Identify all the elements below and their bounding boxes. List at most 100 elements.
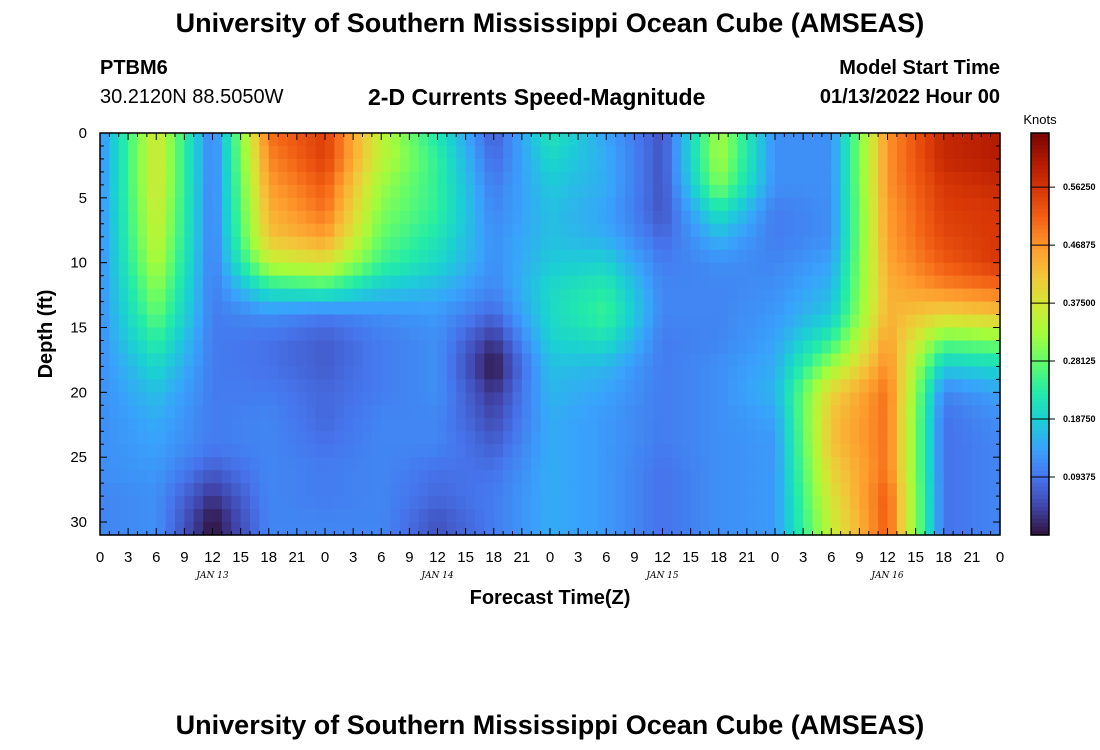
heatmap-cell [550, 327, 560, 342]
heatmap-cell [962, 392, 973, 406]
heatmap-cell [362, 197, 373, 212]
heatmap-cell [821, 288, 832, 303]
heatmap-cell [362, 236, 373, 251]
heatmap-cell [925, 184, 935, 199]
heatmap-cell [381, 366, 392, 380]
heatmap-cell [653, 288, 664, 303]
heatmap-cell [587, 418, 598, 432]
heatmap-cell [634, 418, 645, 432]
heatmap-cell [878, 262, 889, 277]
heatmap-cell [831, 236, 842, 251]
heatmap-cell [503, 509, 514, 523]
heatmap-cell [850, 496, 860, 510]
heatmap-cell [315, 392, 326, 406]
heatmap-cell [137, 171, 148, 186]
heatmap-cell [578, 366, 589, 380]
heatmap-cell [784, 158, 795, 173]
heatmap-cell [587, 262, 598, 277]
colorbar-band [1031, 213, 1049, 219]
heatmap-cell [193, 158, 204, 173]
heatmap-cell [606, 418, 617, 432]
heatmap-cell [540, 405, 551, 419]
heatmap-cell [465, 236, 476, 251]
heatmap-cell [934, 197, 945, 212]
x-tick-label: 9 [855, 549, 863, 566]
heatmap-cell [587, 522, 598, 536]
heatmap-cell [203, 340, 214, 355]
heatmap-cell [296, 340, 307, 355]
heatmap-cell [953, 431, 964, 445]
heatmap-cell [428, 509, 439, 523]
heatmap-cell [812, 470, 823, 484]
heatmap-cell [671, 379, 682, 393]
heatmap-cell [625, 405, 635, 419]
heatmap-cell [315, 236, 326, 251]
heatmap-cell [137, 158, 148, 173]
heatmap-cell [493, 158, 504, 173]
heatmap-cell [521, 522, 532, 536]
heatmap-cell [915, 366, 926, 380]
heatmap-cell [971, 366, 982, 380]
heatmap-cell [765, 483, 776, 497]
heatmap-cell [718, 314, 729, 329]
heatmap-cell [990, 470, 1001, 484]
heatmap-cell [100, 327, 110, 342]
heatmap-cell [700, 470, 710, 484]
heatmap-cell [409, 197, 420, 212]
heatmap-cell [287, 431, 298, 445]
heatmap-cell [437, 470, 448, 484]
colorbar-band [1031, 217, 1049, 223]
heatmap-cell [165, 301, 176, 316]
heatmap-cell [156, 379, 167, 393]
heatmap-cell [456, 366, 467, 380]
heatmap-cell [353, 431, 364, 445]
heatmap-cell [371, 327, 382, 342]
heatmap-cell [156, 366, 167, 380]
heatmap-cell [737, 145, 748, 160]
heatmap-cell [643, 522, 654, 536]
heatmap-cell [306, 262, 317, 277]
heatmap-cell [887, 366, 898, 380]
heatmap-cell [343, 288, 354, 303]
heatmap-cell [296, 444, 307, 458]
heatmap-cell [137, 470, 148, 484]
heatmap-cell [615, 158, 626, 173]
heatmap-cell [568, 158, 579, 173]
heatmap-cell [268, 314, 279, 329]
heatmap-cell [521, 197, 532, 212]
heatmap-cell [231, 236, 242, 251]
heatmap-cell [700, 431, 710, 445]
heatmap-cell [775, 145, 785, 160]
heatmap-cell [681, 366, 692, 380]
heatmap-cell [690, 262, 701, 277]
heatmap-cell [915, 223, 926, 238]
heatmap-cell [109, 288, 120, 303]
colorbar-band [1031, 329, 1049, 335]
heatmap-cell [165, 418, 176, 432]
heatmap-cell [878, 457, 889, 471]
heatmap-cell [540, 133, 551, 147]
heatmap-cell [409, 418, 420, 432]
heatmap-cell [343, 444, 354, 458]
heatmap-cell [128, 366, 139, 380]
heatmap-cell [268, 288, 279, 303]
heatmap-cell [100, 379, 110, 393]
heatmap-cell [118, 133, 129, 147]
heatmap-cell [278, 210, 289, 225]
heatmap-cell [484, 353, 495, 368]
heatmap-cell [896, 133, 907, 147]
heatmap-cell [671, 184, 682, 199]
heatmap-cell [212, 288, 223, 303]
heatmap-cell [681, 210, 692, 225]
heatmap-cell [578, 496, 589, 510]
heatmap-cell [446, 171, 457, 186]
heatmap-cell [512, 301, 523, 316]
heatmap-cell [850, 301, 860, 316]
heatmap-cell [203, 236, 214, 251]
heatmap-cell [165, 340, 176, 355]
heatmap-cell [671, 444, 682, 458]
heatmap-cell [934, 171, 945, 186]
heatmap-cell [109, 340, 120, 355]
heatmap-cell [184, 444, 195, 458]
heatmap-cell [643, 353, 654, 368]
